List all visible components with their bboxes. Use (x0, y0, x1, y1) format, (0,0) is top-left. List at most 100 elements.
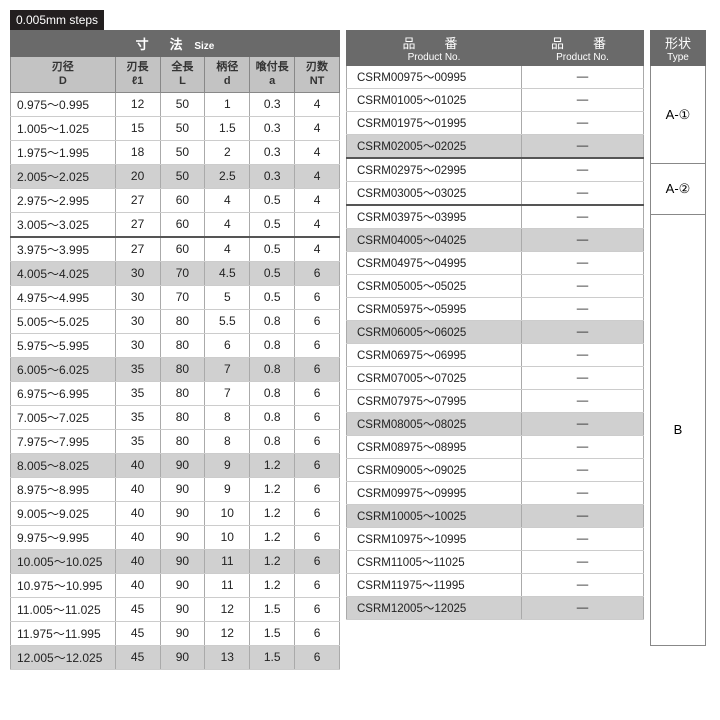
table-row: CSRM01005～01025― (347, 89, 644, 112)
cell: 90 (160, 477, 205, 501)
cell: 7 (205, 357, 250, 381)
cell: 60 (160, 188, 205, 212)
cell: 4 (295, 140, 340, 164)
cell: 4 (295, 237, 340, 262)
cell: 10 (205, 501, 250, 525)
cell: 50 (160, 92, 205, 116)
cell: 7.005～7.025 (11, 405, 116, 429)
table-row: CSRM06975～06995― (347, 344, 644, 367)
cell: 12 (205, 621, 250, 645)
cell: 7 (205, 381, 250, 405)
cell: 40 (115, 549, 160, 573)
dash-cell: ― (522, 390, 644, 413)
dash-cell: ― (522, 459, 644, 482)
cell: 40 (115, 501, 160, 525)
cell: 6 (295, 621, 340, 645)
cell: 45 (115, 645, 160, 669)
dash-cell: ― (522, 135, 644, 159)
product-table: 品 番 Product No. 品 番 Product No. CSRM0097… (346, 30, 644, 620)
cell: 90 (160, 645, 205, 669)
cell: 3.005～3.025 (11, 212, 116, 237)
table-row: CSRM11975～11995― (347, 574, 644, 597)
product-cell: CSRM08975～08995 (347, 436, 522, 459)
dash-cell: ― (522, 597, 644, 620)
cell: 4 (295, 92, 340, 116)
type-header-jp: 形状 (653, 33, 703, 52)
type-header-en: Type (653, 52, 703, 63)
cell: 10.005～10.025 (11, 549, 116, 573)
table-row: 1.005～1.02515501.50.34 (11, 116, 340, 140)
table-row: 2.975～2.995276040.54 (11, 188, 340, 212)
cell: 1.2 (250, 477, 295, 501)
cell: 0.3 (250, 140, 295, 164)
table-row: CSRM11005～11025― (347, 551, 644, 574)
table-row: CSRM07975～07995― (347, 390, 644, 413)
cell: 1.2 (250, 573, 295, 597)
cell: 30 (115, 309, 160, 333)
cell: 6 (295, 261, 340, 285)
cell: 1.2 (250, 501, 295, 525)
table-row: 8.975～8.995409091.26 (11, 477, 340, 501)
cell: 6 (295, 381, 340, 405)
cell: 6.975～6.995 (11, 381, 116, 405)
cell: 1.5 (250, 597, 295, 621)
type-cell: A-② (651, 164, 706, 215)
cell: 6 (205, 333, 250, 357)
cell: 3.975～3.995 (11, 237, 116, 262)
product-cell: CSRM02975～02995 (347, 158, 522, 182)
product-cell: CSRM09975～09995 (347, 482, 522, 505)
cell: 4 (205, 212, 250, 237)
cell: 90 (160, 549, 205, 573)
cell: 1.2 (250, 453, 295, 477)
cell: 6 (295, 309, 340, 333)
cell: 1.5 (250, 645, 295, 669)
cell: 1.005～1.025 (11, 116, 116, 140)
cell: 9.005～9.025 (11, 501, 116, 525)
cell: 6 (295, 285, 340, 309)
cell: 0.8 (250, 429, 295, 453)
table-row: 4.005～4.02530704.50.56 (11, 261, 340, 285)
cell: 90 (160, 621, 205, 645)
cell: 8.975～8.995 (11, 477, 116, 501)
cell: 0.8 (250, 309, 295, 333)
product-cell: CSRM11975～11995 (347, 574, 522, 597)
tables-row: 寸 法 Size 刃径D刃長ℓ1全長L柄径d喰付長a刃数NT 0.975～0.9… (10, 30, 710, 670)
dash-cell: ― (522, 229, 644, 252)
dash-cell: ― (522, 298, 644, 321)
product-cell: CSRM07975～07995 (347, 390, 522, 413)
table-row: CSRM04975～04995― (347, 252, 644, 275)
product-cell: CSRM07005～07025 (347, 367, 522, 390)
table-row: CSRM06005～06025― (347, 321, 644, 344)
cell: 11 (205, 549, 250, 573)
table-row: CSRM03005～03025― (347, 182, 644, 206)
cell: 12.005～12.025 (11, 645, 116, 669)
cell: 2.975～2.995 (11, 188, 116, 212)
cell: 0.8 (250, 333, 295, 357)
dash-cell: ― (522, 252, 644, 275)
cell: 9 (205, 453, 250, 477)
dash-cell: ― (522, 528, 644, 551)
table-row: 7.005～7.025358080.86 (11, 405, 340, 429)
col-header: 刃長ℓ1 (115, 57, 160, 93)
dash-cell: ― (522, 482, 644, 505)
table-row: 6.975～6.995358070.86 (11, 381, 340, 405)
product-cell: CSRM04975～04995 (347, 252, 522, 275)
table-row: 9.005～9.0254090101.26 (11, 501, 340, 525)
cell: 80 (160, 381, 205, 405)
product-header-2: 品 番 Product No. (522, 31, 644, 66)
table-row: 11.975～11.9954590121.56 (11, 621, 340, 645)
size-header-jp: 寸 法 (136, 37, 187, 52)
table-row: 1.975～1.995185020.34 (11, 140, 340, 164)
cell: 8.005～8.025 (11, 453, 116, 477)
cell: 5.5 (205, 309, 250, 333)
table-row: 3.975～3.995276040.54 (11, 237, 340, 262)
cell: 6 (295, 333, 340, 357)
product-header-1: 品 番 Product No. (347, 31, 522, 66)
col-header: 全長L (160, 57, 205, 93)
table-row: 4.975～4.995307050.56 (11, 285, 340, 309)
table-row: CSRM04005～04025― (347, 229, 644, 252)
dash-cell: ― (522, 275, 644, 298)
table-row: CSRM08975～08995― (347, 436, 644, 459)
cell: 1 (205, 92, 250, 116)
cell: 4.975～4.995 (11, 285, 116, 309)
